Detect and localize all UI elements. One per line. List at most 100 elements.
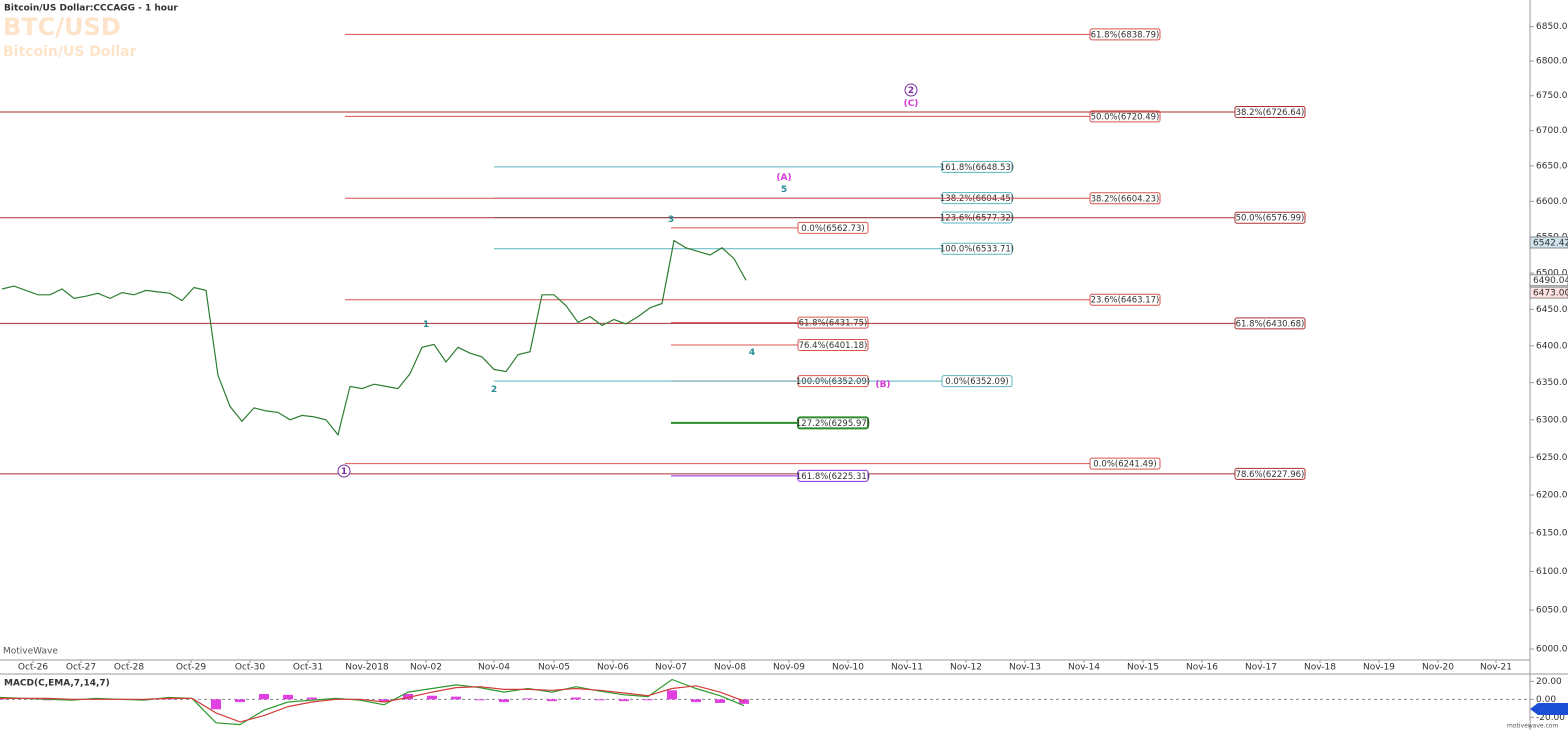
- y-tick-label: 6250.00: [1536, 453, 1568, 463]
- y-tick-label: 6350.00: [1536, 378, 1568, 388]
- footer: motivewave.com: [1507, 723, 1558, 730]
- y-tick-label: 6650.00: [1536, 161, 1568, 171]
- histogram-bar: [739, 699, 749, 704]
- price-marker-label: 6542.42: [1533, 238, 1568, 248]
- wave-circle: [337, 464, 351, 478]
- fib-label: 127.2%(6295.97): [796, 419, 870, 429]
- histogram-bar: [619, 699, 629, 702]
- y-tick-label: 6700.00: [1536, 126, 1568, 136]
- fib-label-box: [797, 221, 869, 234]
- fib-label: 123.6%(6577.32): [940, 213, 1014, 223]
- fib-label: 100.0%(6352.09): [796, 377, 870, 387]
- current-arrow: [1530, 703, 1568, 715]
- fib-label-box: [1234, 106, 1306, 119]
- fib-label: 38.2%(6726.64): [1236, 108, 1305, 118]
- wave-label: 1: [341, 467, 347, 477]
- symbol-watermark: BTC/USD: [3, 13, 121, 41]
- histogram-bar: [235, 699, 245, 703]
- price-marker: [1529, 286, 1568, 299]
- x-tick-label: Nov-16: [1186, 663, 1218, 673]
- histogram-bar: [571, 697, 581, 700]
- histogram-bar: [691, 699, 701, 703]
- histogram-bar: [307, 697, 317, 700]
- fib-label-box: [941, 160, 1013, 173]
- fib-label-box: [1234, 467, 1306, 480]
- histogram-bar: [523, 698, 533, 700]
- x-tick-label: Nov-14: [1068, 663, 1100, 673]
- wave-label: 2: [908, 86, 914, 96]
- x-tick-label: Nov-20: [1422, 663, 1454, 673]
- x-tick-label: Nov-18: [1304, 663, 1336, 673]
- x-tick-label: Nov-02: [410, 663, 442, 673]
- x-tick-label: Oct-26: [18, 663, 49, 673]
- histogram-bar: [283, 694, 293, 700]
- x-tick-label: Oct-27: [66, 663, 96, 673]
- fib-label: 61.8%(6430.68): [1236, 319, 1305, 329]
- y-tick-label: 6400.00: [1536, 341, 1568, 351]
- x-tick-label: Oct-31: [293, 663, 323, 673]
- wave-label: 2: [491, 385, 497, 395]
- histogram-bar: [403, 693, 413, 700]
- y-tick-label: 6150.00: [1536, 529, 1568, 539]
- fib-label-box: [1089, 192, 1161, 205]
- histogram-bar: [475, 699, 485, 701]
- wave-label: 1: [423, 320, 429, 330]
- y-tick-label: 20.00: [1536, 677, 1562, 687]
- x-tick-label: Nov-11: [891, 663, 923, 673]
- price-marker-label: 6473.00: [1533, 289, 1568, 299]
- fib-label: 23.6%(6463.17): [1091, 296, 1160, 306]
- fib-label: 78.6%(6227.96): [1236, 470, 1305, 480]
- wave-circle: [904, 83, 918, 97]
- y-tick-label: 6850.00: [1536, 22, 1568, 32]
- fib-label: 0.0%(6562.73): [801, 224, 864, 234]
- price-marker: [1529, 236, 1568, 249]
- wave-label: (A): [776, 173, 791, 183]
- x-tick-label: Nov-15: [1127, 663, 1159, 673]
- fib-label: 0.0%(6352.09): [945, 377, 1008, 387]
- price-marker-label: 6490.04: [1533, 276, 1568, 286]
- y-tick-label: 6300.00: [1536, 415, 1568, 425]
- histogram-bar: [715, 699, 725, 703]
- macd-line: [0, 685, 745, 723]
- fib-label: 61.8%(6838.79): [1091, 30, 1160, 40]
- x-tick-label: Nov-06: [597, 663, 629, 673]
- fib-label-box: [1089, 110, 1161, 123]
- x-tick-label: Nov-17: [1245, 663, 1277, 673]
- fib-label-box: [797, 469, 869, 482]
- histogram-bar: [259, 693, 269, 700]
- fib-label-box: [797, 416, 869, 430]
- y-tick-label: 6750.00: [1536, 91, 1568, 101]
- x-tick-label: Nov-2018: [345, 663, 389, 673]
- y-tick-label: 6200.00: [1536, 490, 1568, 500]
- fib-label: 138.2%(6604.45): [940, 194, 1014, 204]
- x-tick-label: Nov-19: [1363, 663, 1395, 673]
- x-tick-label: Nov-08: [714, 663, 746, 673]
- fib-label: 76.4%(6401.18): [799, 341, 868, 351]
- macd-title: MACD(C,EMA,7,14,7): [4, 679, 110, 689]
- fib-label-box: [941, 375, 1013, 388]
- histogram-bar: [595, 699, 605, 701]
- fib-label: 161.8%(6225.31): [796, 472, 870, 482]
- fib-label: 38.2%(6604.23): [1091, 194, 1160, 204]
- wave-label: 5: [781, 185, 787, 195]
- fib-label: 100.0%(6533.71): [940, 245, 1014, 255]
- histogram-bar: [427, 695, 437, 700]
- y-tick-label: 6600.00: [1536, 197, 1568, 207]
- fib-label-box: [1089, 457, 1161, 470]
- wave-label: 4: [749, 348, 755, 358]
- fib-label-box: [1089, 28, 1161, 41]
- histogram-bar: [211, 699, 221, 710]
- x-tick-label: Nov-21: [1480, 663, 1512, 673]
- y-tick-label: 6800.00: [1536, 57, 1568, 67]
- price-marker: [1529, 274, 1568, 287]
- x-tick-label: Nov-05: [538, 663, 570, 673]
- wave-label: (B): [875, 380, 890, 390]
- fib-label-box: [797, 338, 869, 351]
- wave-label: (C): [904, 99, 919, 109]
- histogram-bar: [499, 699, 509, 703]
- price-line: [1, 239, 747, 437]
- y-tick-label: 6050.00: [1536, 606, 1568, 616]
- histogram-bar: [547, 699, 557, 702]
